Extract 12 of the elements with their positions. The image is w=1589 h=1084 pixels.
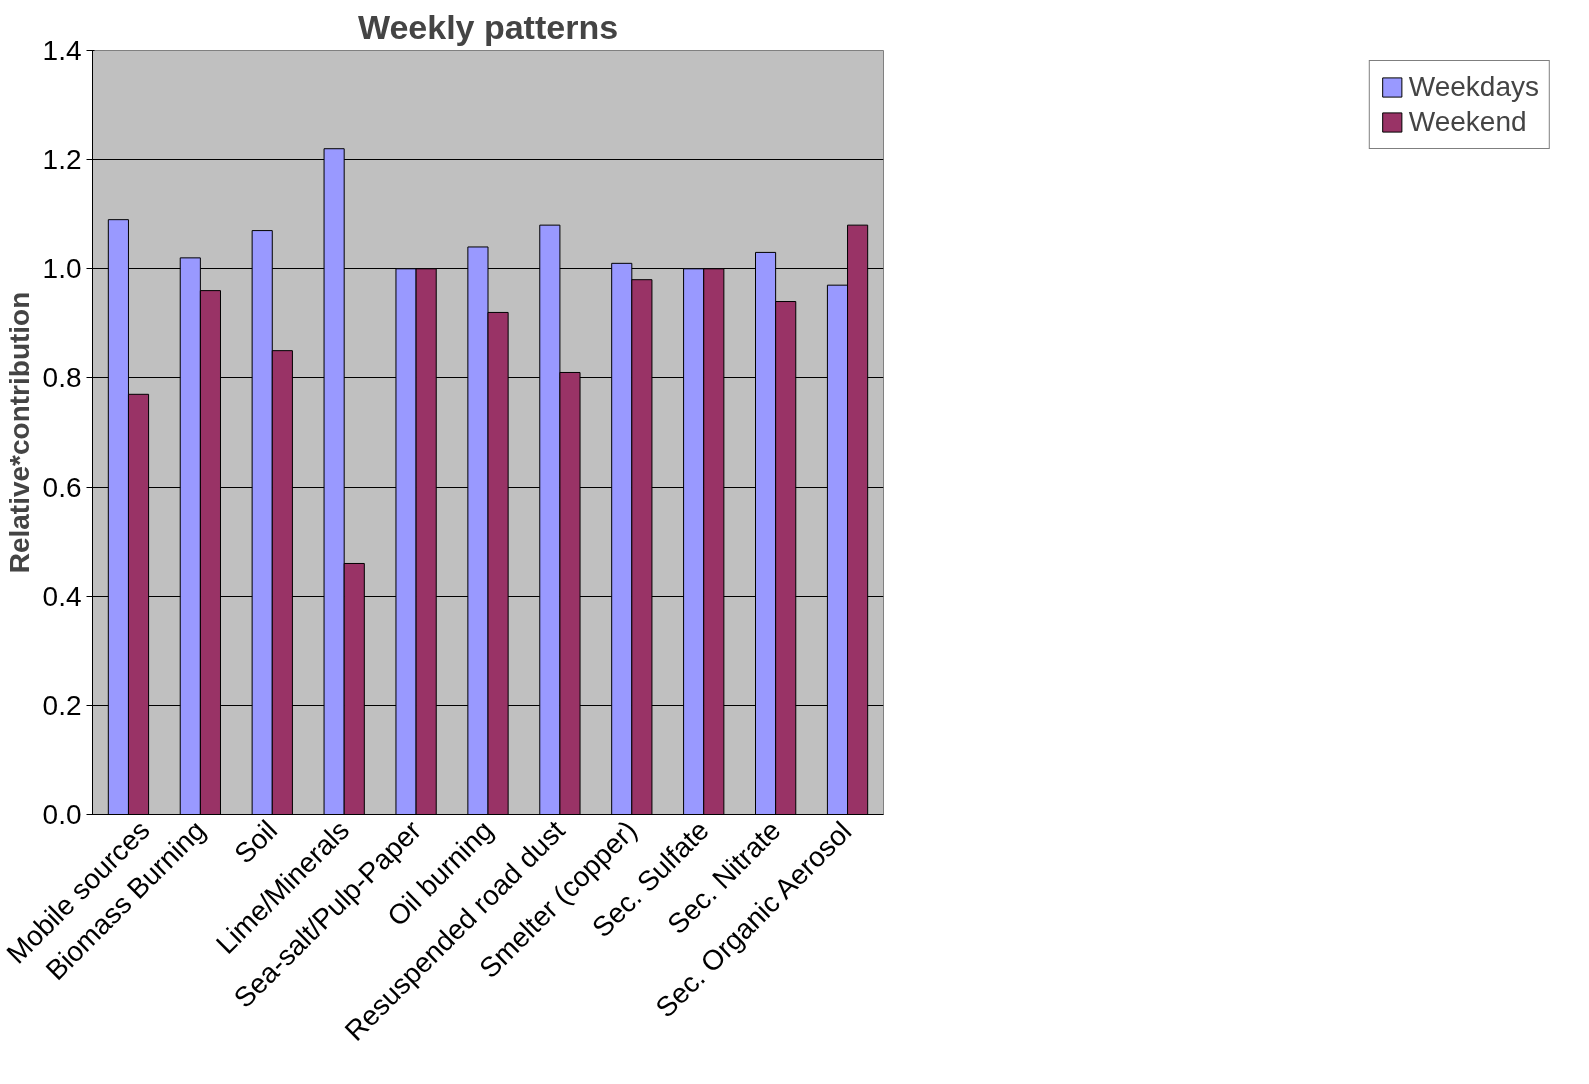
y-tick-label: 0.0	[42, 799, 82, 830]
y-axis-title: Relative*contribution	[3, 291, 35, 574]
legend-label: Weekdays	[1408, 71, 1539, 103]
chart-title: Weekly patterns	[357, 7, 619, 46]
y-tick-label: 0.8	[42, 362, 82, 394]
y-tick-label: 0.2	[42, 689, 82, 721]
y-tick-label: 0.4	[42, 580, 82, 612]
y-tick-label: 1.0	[42, 253, 82, 285]
legend-label: Weekend	[1408, 106, 1527, 138]
y-tick-label: 1.2	[42, 144, 82, 176]
y-tick-label: 0.6	[42, 471, 82, 503]
y-tick-label: 1.4	[42, 35, 82, 66]
